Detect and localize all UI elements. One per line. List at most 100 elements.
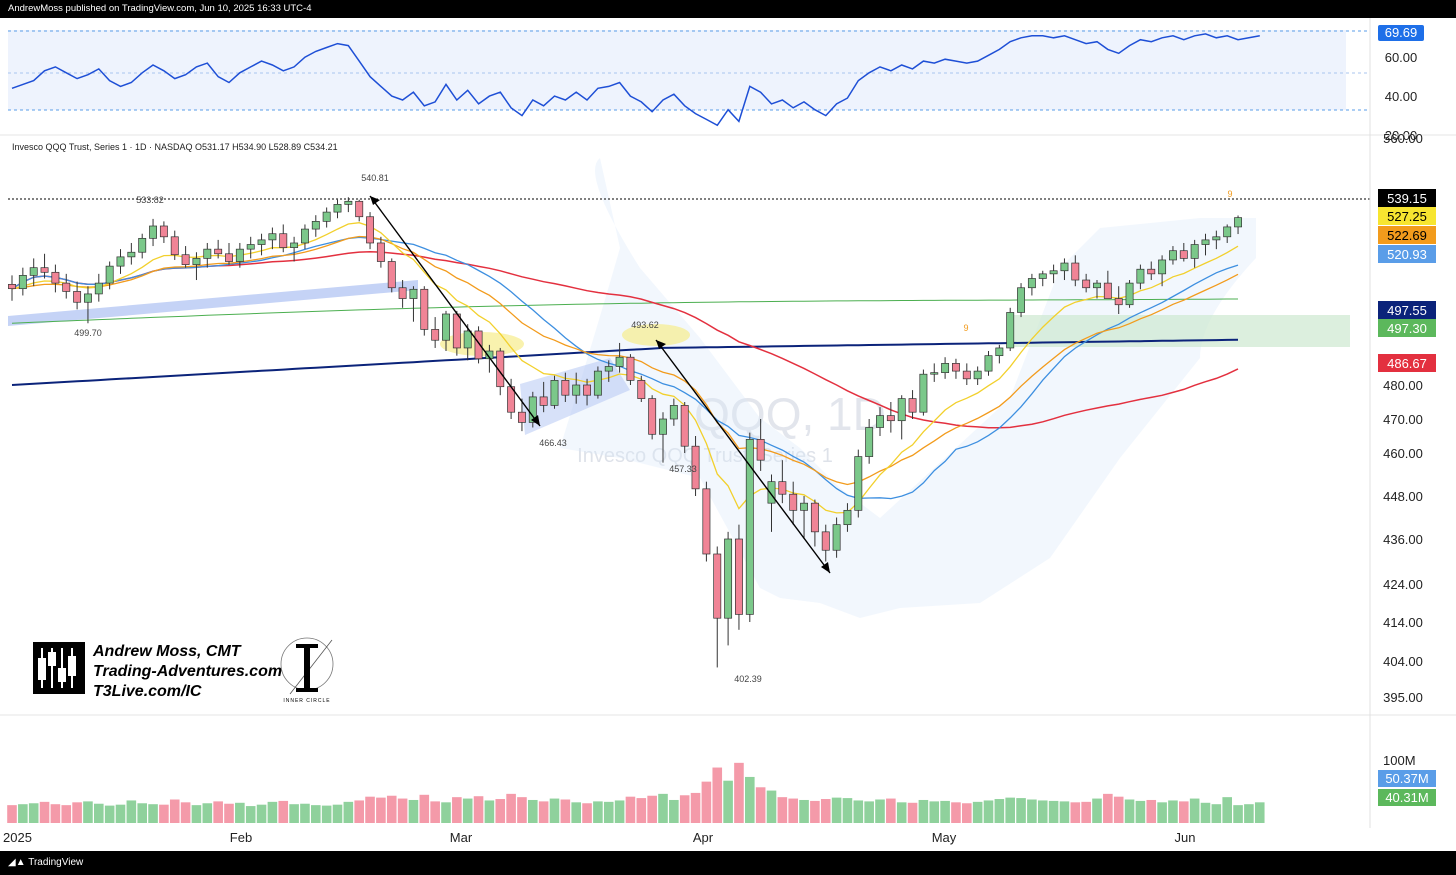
volume-bar [343,801,354,823]
volume-pane: 100M 50.37M 40.31M [7,753,1436,823]
volume-bar [918,799,929,823]
candle-body [94,282,103,295]
candle-body [333,204,342,213]
candle-body [593,370,602,396]
candle-body [659,418,667,435]
volume-bar [1113,796,1124,823]
volume-bar [712,767,723,823]
candle-body [257,239,266,245]
candle-body [29,267,38,276]
volume-bar [332,804,343,823]
price-annotation: 499.70 [74,328,102,338]
price-badge [1378,354,1436,372]
price-annotation: 540.81 [361,173,389,183]
ema21-line [11,235,1239,486]
candle-body [734,538,743,615]
volume-bar [484,800,495,823]
volume-bar [810,800,820,823]
price-tick-label: 560.00 [1383,131,1423,146]
candle-body [702,488,711,555]
candle-body [1006,312,1015,349]
publish-header: AndrewMoss published on TradingView.com,… [0,0,1456,18]
price-annotation: 493.62 [631,320,659,330]
volume-bar [886,798,896,823]
ema10-line [11,222,1239,514]
chart-bg [0,18,1456,851]
volume-bar [104,805,115,823]
volume-bar [7,805,17,823]
footer-bar: ◢▲ TradingView [0,851,1456,875]
candle-body [908,398,917,413]
volume-bar [1016,798,1026,823]
candle-body [854,456,863,511]
volume-bar [929,801,940,823]
candle-body [1168,250,1177,261]
price-badge-label: 539.15 [1387,191,1427,206]
volume-bar [1092,798,1102,823]
candle-body [1125,282,1134,306]
volume-bar [571,802,581,823]
price-badge [1378,226,1436,244]
price-badge-label: 497.55 [1387,303,1427,318]
price-tick-label: 414.00 [1383,615,1423,630]
candle-body [832,524,841,551]
time-axis[interactable]: 2025 Feb Mar Apr May Jun [3,830,1195,845]
symbol-legend: Invesco QQQ Trust, Series 1 · 1D · NASDA… [12,142,338,152]
volume-bar [951,802,961,823]
candle-body [159,225,168,238]
rsi-value-label: 69.69 [1385,25,1418,40]
rsi-tick-label: 60.00 [1385,50,1418,65]
candle-body [897,398,906,422]
volume-bar [842,798,853,823]
arrow-tail-feb [370,196,380,205]
candle-body [669,405,678,420]
rsi-value-badge [1378,25,1424,41]
volume-bar [701,781,712,823]
tradingview-logo-icon: ◢▲ [8,857,26,868]
volume-bar [1048,800,1059,823]
volume-bar [1179,801,1189,823]
chart-area[interactable]: 60.00 40.00 20.00 69.69 QQQ, 1D Invesco QQ… [0,18,1456,851]
volume-last-label: 40.31M [1385,790,1428,805]
candle-body [116,256,125,267]
price-annotation: 9 [963,323,968,333]
volume-bar [658,793,668,823]
candle-body [268,233,277,241]
rsi-line [11,33,1260,127]
volume-bar [1135,800,1146,823]
price-tick-label: 470.00 [1383,412,1423,427]
candle-body [810,502,819,533]
volume-bar [853,800,864,823]
brand-logo-bodies [38,652,76,682]
volume-bar [462,798,473,823]
volume-bar [419,794,430,823]
volume-bar [148,804,158,823]
arrow-head-mar [821,562,830,573]
volume-bar [18,804,28,823]
volume-bar [799,799,809,823]
volume-bar [50,804,61,823]
volume-bar [1081,801,1091,823]
candle-body [83,293,92,303]
candle-body [724,538,733,619]
volume-bar [300,803,310,823]
candle-body [1136,268,1145,284]
candle-body [1223,226,1232,238]
branding: Andrew Moss, CMT Trading-Adventures.com … [33,637,334,704]
candle-body [995,347,1004,357]
price-axis[interactable]: 560.00 480.00 470.00 460.00 448.00 436.00 424.… [1383,131,1423,705]
candle-body [756,439,765,461]
volume-bar [603,801,614,823]
candle-body [973,370,982,380]
volume-bar [354,800,364,823]
volume-bar [278,800,289,823]
volume-bar [28,803,39,823]
volume-bar [820,799,831,823]
candle-body [1158,259,1167,275]
volume-bar [864,801,874,823]
volume-ma-label: 50.37M [1385,771,1428,786]
volume-bar [538,801,549,823]
candle-body [615,356,624,367]
